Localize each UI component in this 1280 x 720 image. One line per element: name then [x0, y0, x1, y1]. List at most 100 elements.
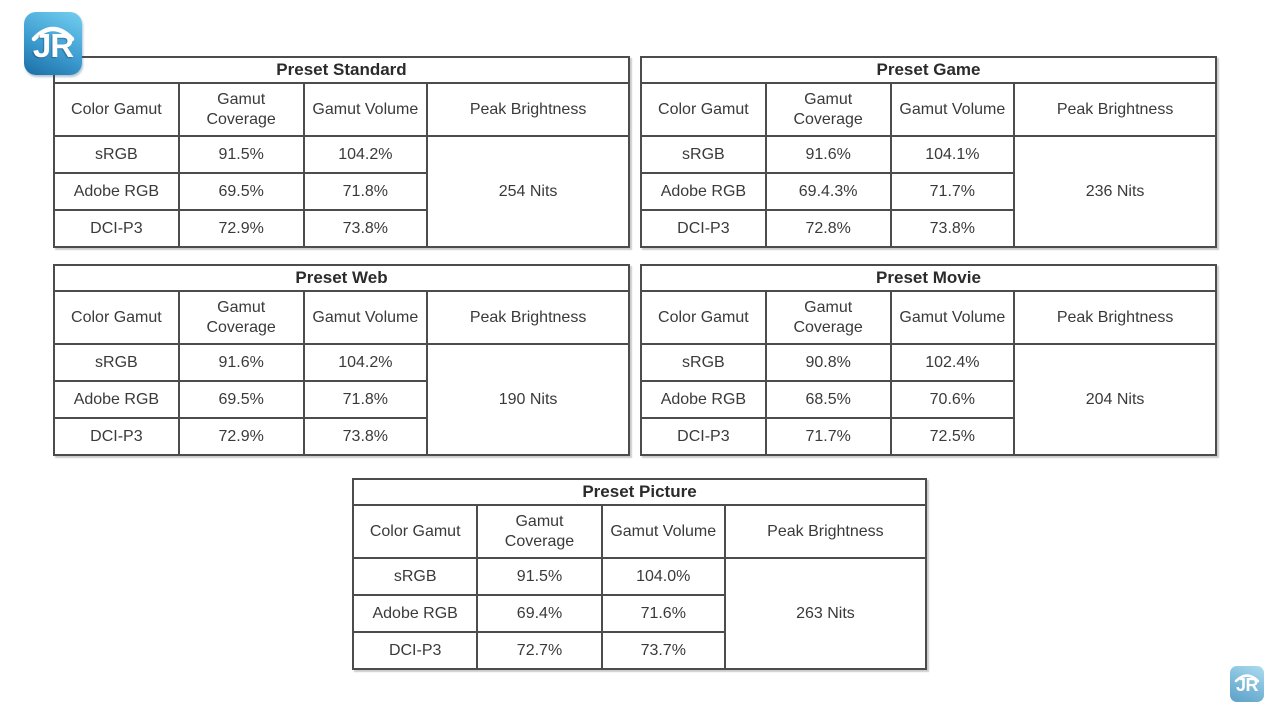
- table-row: DCI-P3 72.7% 73.7%: [351, 631, 926, 670]
- peak-brightness-cell: 263 Nits: [723, 557, 928, 670]
- gamut-coverage-cell: 69.4.3%: [764, 172, 892, 211]
- peak-brightness-cell: 254 Nits: [426, 135, 630, 248]
- gamut-name-cell: sRGB: [53, 343, 180, 382]
- jr-logo-top-left: JR: [24, 12, 82, 75]
- column-header-gamut-volume: Gamut Volume: [889, 82, 1016, 137]
- gamut-coverage-cell: 72.9%: [177, 209, 305, 248]
- preset-standard-table: Preset Standard Color Gamut Gamut Covera…: [53, 56, 630, 248]
- peak-brightness-cell: 204 Nits: [1013, 343, 1217, 456]
- gamut-name-cell: DCI-P3: [351, 631, 479, 670]
- gamut-name-cell: sRGB: [640, 343, 767, 382]
- gamut-name-cell: Adobe RGB: [640, 380, 767, 419]
- column-header-peak-brightness: Peak Brightness: [426, 290, 630, 345]
- table-title-row: Preset Game: [640, 56, 1217, 84]
- table-row: sRGB 91.5% 104.2% 254 Nits: [53, 135, 630, 248]
- column-header-peak-brightness: Peak Brightness: [1013, 290, 1217, 345]
- column-header-color-gamut: Color Gamut: [640, 290, 767, 345]
- gamut-coverage-cell: 71.7%: [764, 417, 892, 456]
- jr-logo-text: JR: [1235, 675, 1259, 695]
- column-header-gamut-coverage: Gamut Coverage: [177, 290, 305, 345]
- table-title: Preset Movie: [640, 264, 1217, 292]
- table-title-row: Preset Picture: [352, 478, 927, 506]
- gamut-name-cell: sRGB: [53, 135, 180, 174]
- gamut-coverage-cell: 72.9%: [177, 417, 305, 456]
- gamut-volume-cell: 104.1%: [889, 135, 1016, 174]
- gamut-coverage-cell: 91.5%: [177, 135, 305, 174]
- table-title: Preset Picture: [352, 478, 927, 506]
- gamut-coverage-cell: 72.8%: [764, 209, 892, 248]
- table-header-row: Color Gamut Gamut Coverage Gamut Volume …: [640, 82, 1217, 137]
- preset-game-table: Preset Game Color Gamut Gamut Coverage G…: [640, 56, 1217, 248]
- column-header-gamut-volume: Gamut Volume: [302, 290, 429, 345]
- gamut-volume-cell: 73.8%: [302, 209, 429, 248]
- gamut-coverage-cell: 69.5%: [177, 380, 305, 419]
- table-title: Preset Web: [53, 264, 630, 292]
- table-header-row: Color Gamut Gamut Coverage Gamut Volume …: [640, 290, 1217, 345]
- column-header-color-gamut: Color Gamut: [53, 82, 180, 137]
- column-header-gamut-volume: Gamut Volume: [600, 504, 726, 559]
- table-row: Adobe RGB 68.5% 70.6%: [640, 380, 1216, 419]
- gamut-coverage-cell: 69.5%: [177, 172, 305, 211]
- jr-logo-bottom-right: JR: [1230, 666, 1264, 702]
- jr-logo-text: JR: [32, 27, 74, 64]
- column-header-peak-brightness: Peak Brightness: [723, 504, 928, 559]
- table-row: Adobe RGB 69.4% 71.6%: [351, 594, 926, 633]
- gamut-name-cell: Adobe RGB: [351, 594, 479, 633]
- gamut-name-cell: sRGB: [351, 557, 479, 596]
- jr-logo-arc-icon: [31, 26, 75, 42]
- jr-logo-arc-icon: [1234, 674, 1260, 683]
- table-header-row: Color Gamut Gamut Coverage Gamut Volume …: [351, 504, 928, 559]
- gamut-name-cell: DCI-P3: [53, 417, 180, 456]
- table-row: Adobe RGB 69.4.3% 71.7%: [640, 172, 1216, 211]
- column-header-color-gamut: Color Gamut: [640, 82, 767, 137]
- gamut-coverage-cell: 91.5%: [476, 557, 603, 596]
- column-header-color-gamut: Color Gamut: [53, 290, 180, 345]
- table-row: sRGB 91.5% 104.0% 263 Nits: [351, 557, 928, 670]
- gamut-coverage-cell: 91.6%: [764, 135, 892, 174]
- gamut-name-cell: sRGB: [640, 135, 767, 174]
- column-header-color-gamut: Color Gamut: [351, 504, 479, 559]
- gamut-volume-cell: 71.6%: [600, 594, 726, 633]
- gamut-coverage-cell: 91.6%: [177, 343, 305, 382]
- column-header-gamut-coverage: Gamut Coverage: [764, 82, 892, 137]
- gamut-name-cell: Adobe RGB: [640, 172, 767, 211]
- preset-picture-table: Preset Picture Color Gamut Gamut Coverag…: [351, 478, 928, 670]
- gamut-name-cell: Adobe RGB: [53, 172, 180, 211]
- column-header-gamut-volume: Gamut Volume: [889, 290, 1016, 345]
- gamut-volume-cell: 70.6%: [889, 380, 1016, 419]
- gamut-name-cell: DCI-P3: [640, 209, 767, 248]
- gamut-coverage-cell: 68.5%: [764, 380, 892, 419]
- gamut-volume-cell: 73.8%: [889, 209, 1016, 248]
- gamut-volume-cell: 71.8%: [302, 172, 429, 211]
- gamut-volume-cell: 71.7%: [889, 172, 1016, 211]
- column-header-peak-brightness: Peak Brightness: [1013, 82, 1217, 137]
- table-row: DCI-P3 72.9% 73.8%: [53, 209, 629, 248]
- peak-brightness-cell: 236 Nits: [1013, 135, 1217, 248]
- preset-movie-table: Preset Movie Color Gamut Gamut Coverage …: [640, 264, 1217, 456]
- gamut-volume-cell: 102.4%: [889, 343, 1016, 382]
- table-row: sRGB 91.6% 104.2% 190 Nits: [53, 343, 630, 456]
- gamut-coverage-cell: 69.4%: [476, 594, 603, 633]
- column-header-gamut-coverage: Gamut Coverage: [764, 290, 892, 345]
- gamut-volume-cell: 71.8%: [302, 380, 429, 419]
- table-title-row: Preset Movie: [640, 264, 1217, 292]
- table-header-row: Color Gamut Gamut Coverage Gamut Volume …: [53, 290, 630, 345]
- gamut-volume-cell: 72.5%: [889, 417, 1016, 456]
- gamut-name-cell: DCI-P3: [53, 209, 180, 248]
- gamut-volume-cell: 104.2%: [302, 135, 429, 174]
- table-row: DCI-P3 72.8% 73.8%: [640, 209, 1216, 248]
- gamut-name-cell: Adobe RGB: [53, 380, 180, 419]
- table-row: DCI-P3 72.9% 73.8%: [53, 417, 629, 456]
- gamut-coverage-cell: 90.8%: [764, 343, 892, 382]
- table-row: sRGB 90.8% 102.4% 204 Nits: [640, 343, 1217, 456]
- table-title-row: Preset Standard: [53, 56, 630, 84]
- column-header-gamut-volume: Gamut Volume: [302, 82, 429, 137]
- gamut-volume-cell: 73.8%: [302, 417, 429, 456]
- preset-web-table: Preset Web Color Gamut Gamut Coverage Ga…: [53, 264, 630, 456]
- table-row: Adobe RGB 69.5% 71.8%: [53, 172, 629, 211]
- column-header-gamut-coverage: Gamut Coverage: [476, 504, 603, 559]
- peak-brightness-cell: 190 Nits: [426, 343, 630, 456]
- table-title: Preset Standard: [53, 56, 630, 84]
- gamut-volume-cell: 73.7%: [600, 631, 726, 670]
